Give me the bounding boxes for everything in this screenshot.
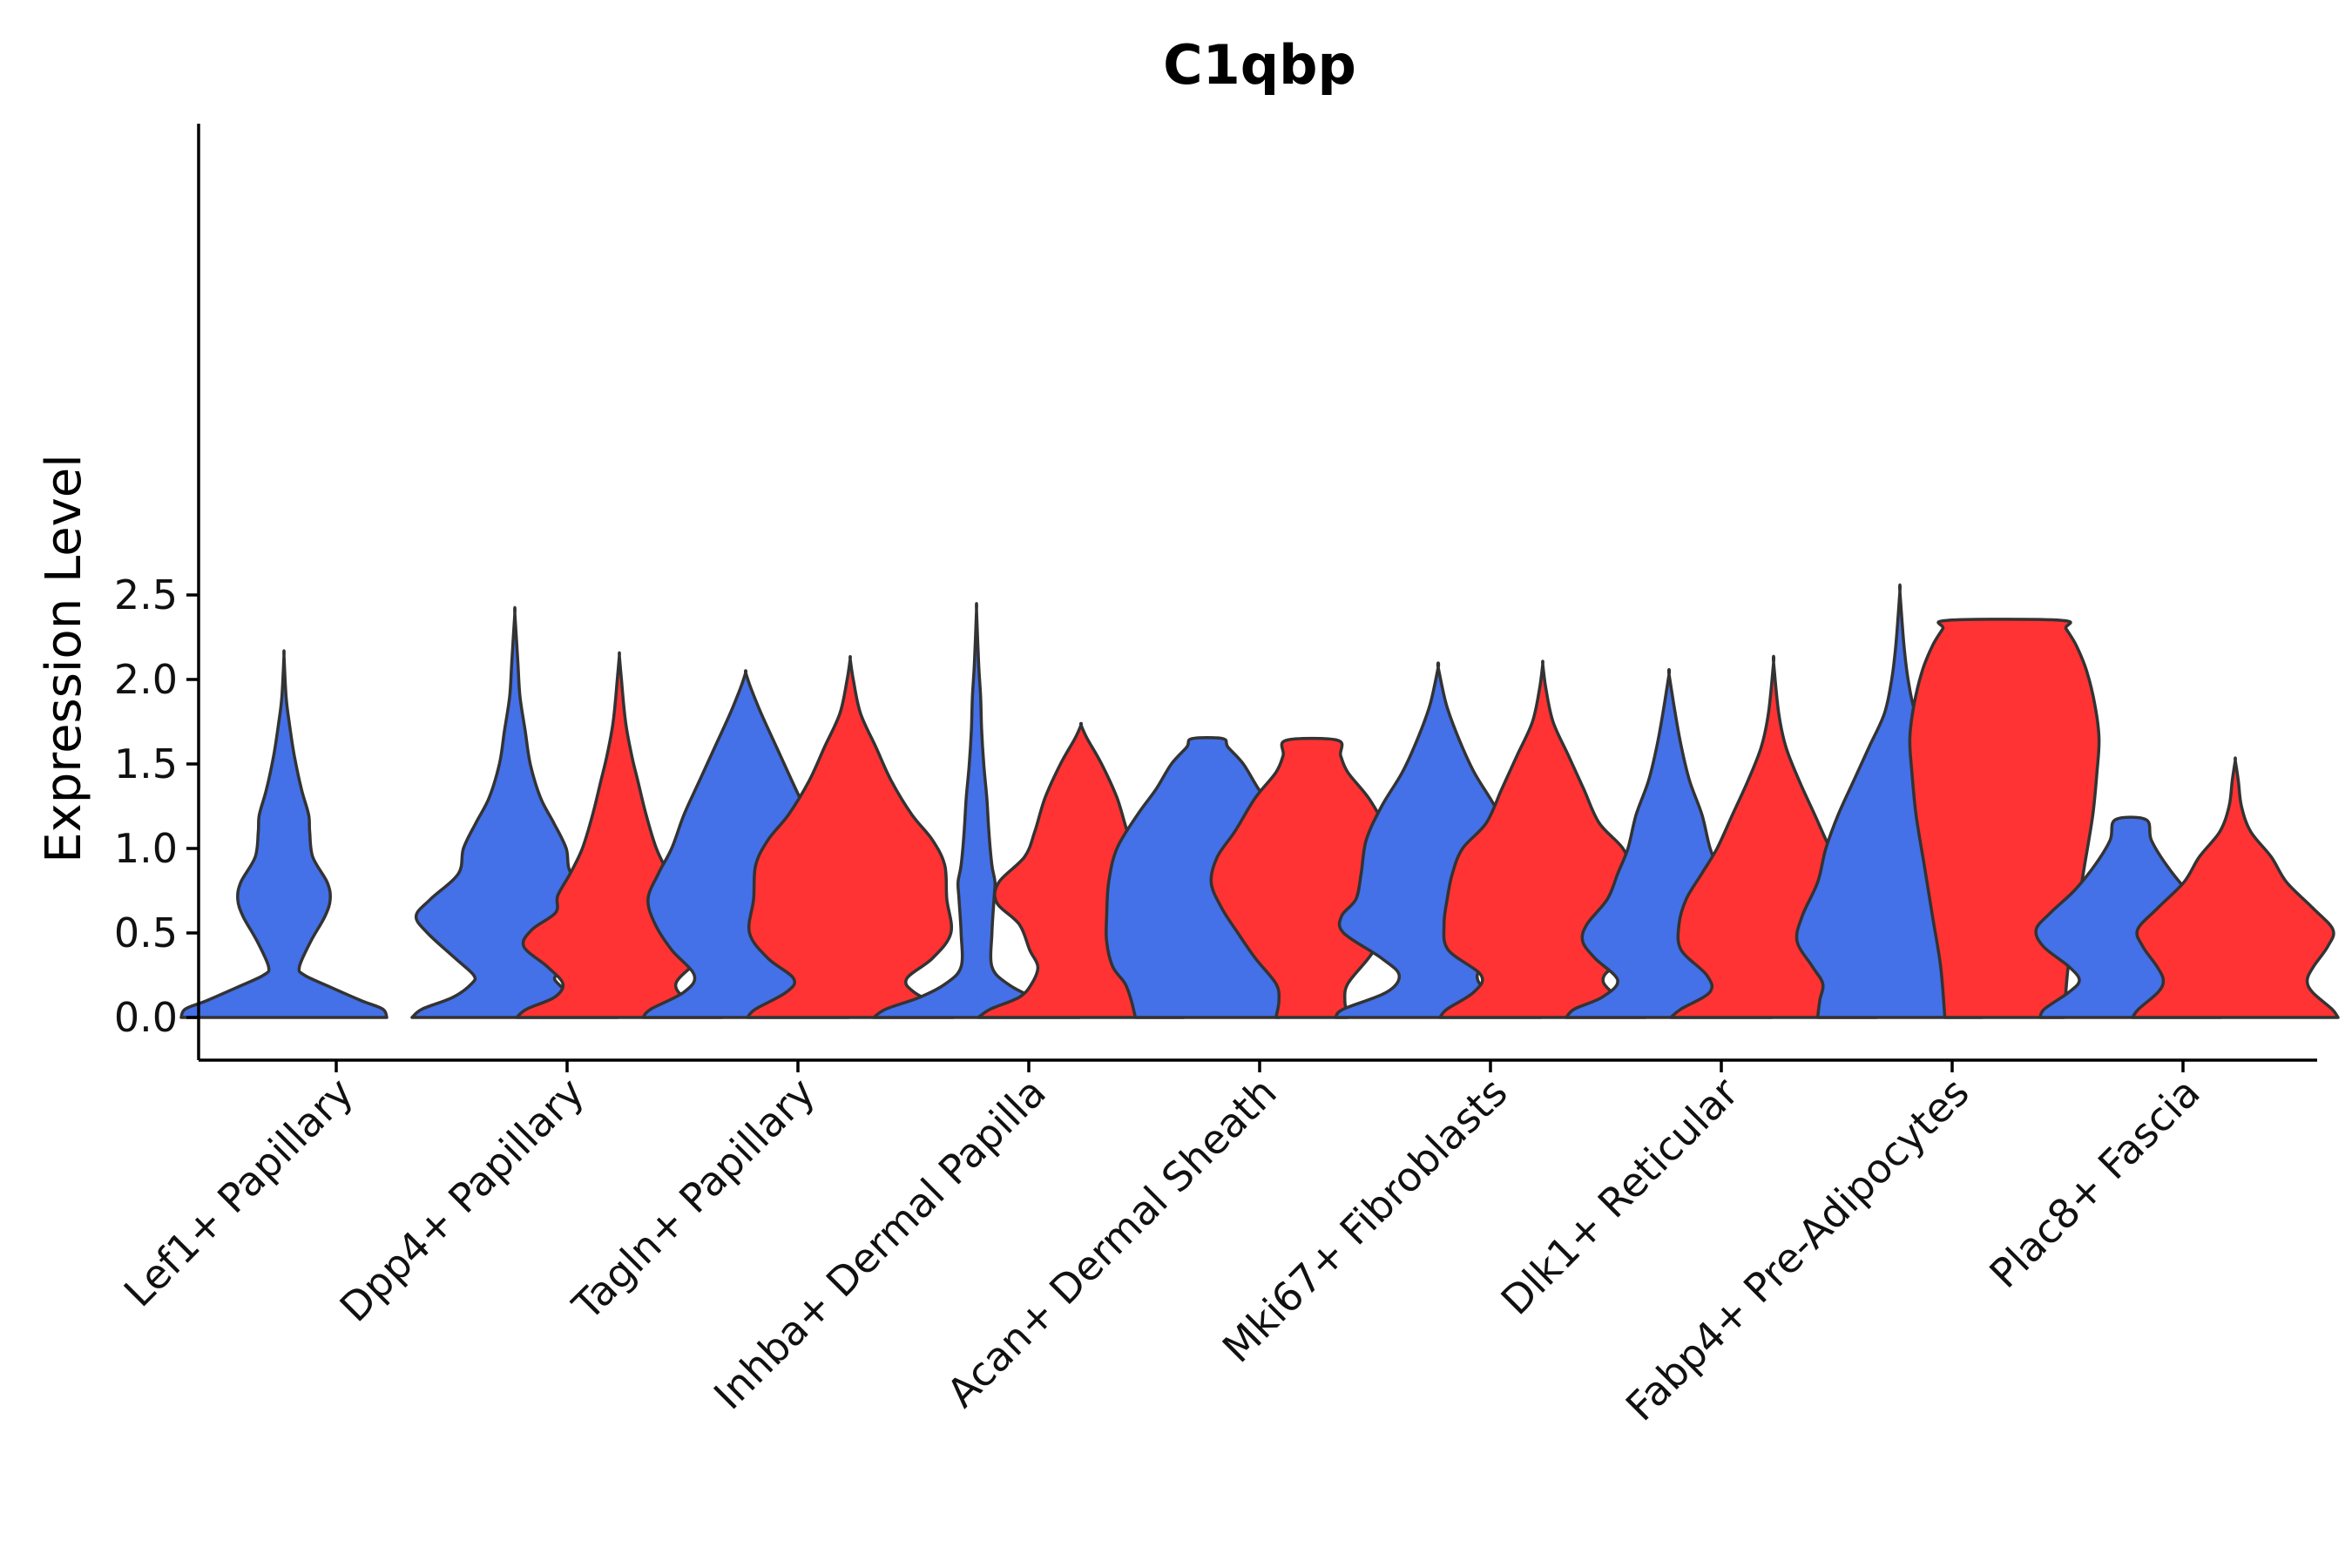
x-tick-label: Dlk1+ Reticular xyxy=(1492,1069,1747,1324)
x-tick-label: Plac8+ Fascia xyxy=(1980,1069,2208,1297)
violin-blue-3 xyxy=(872,602,1081,1019)
x-tick-label: Dpp4+ Papillary xyxy=(331,1069,593,1331)
y-axis-label: Expression Level xyxy=(36,454,92,863)
violin-red-2 xyxy=(746,655,955,1019)
chart-title: C1qbp xyxy=(1163,33,1356,97)
violin-red-8 xyxy=(2131,756,2340,1019)
x-tick-label: Tagln+ Papillary xyxy=(563,1069,824,1330)
y-tick-label: 0.0 xyxy=(114,994,178,1041)
y-tick-label: 0.5 xyxy=(114,909,178,956)
x-tick-label: Lef1+ Papillary xyxy=(115,1069,362,1316)
y-tick-label: 1.0 xyxy=(114,825,178,872)
violin-group xyxy=(179,583,2340,1019)
y-tick-label: 2.5 xyxy=(114,571,178,618)
y-tick-label: 2.0 xyxy=(114,656,178,703)
y-tick-label: 1.5 xyxy=(114,740,178,787)
violin-blue-0 xyxy=(179,649,389,1019)
